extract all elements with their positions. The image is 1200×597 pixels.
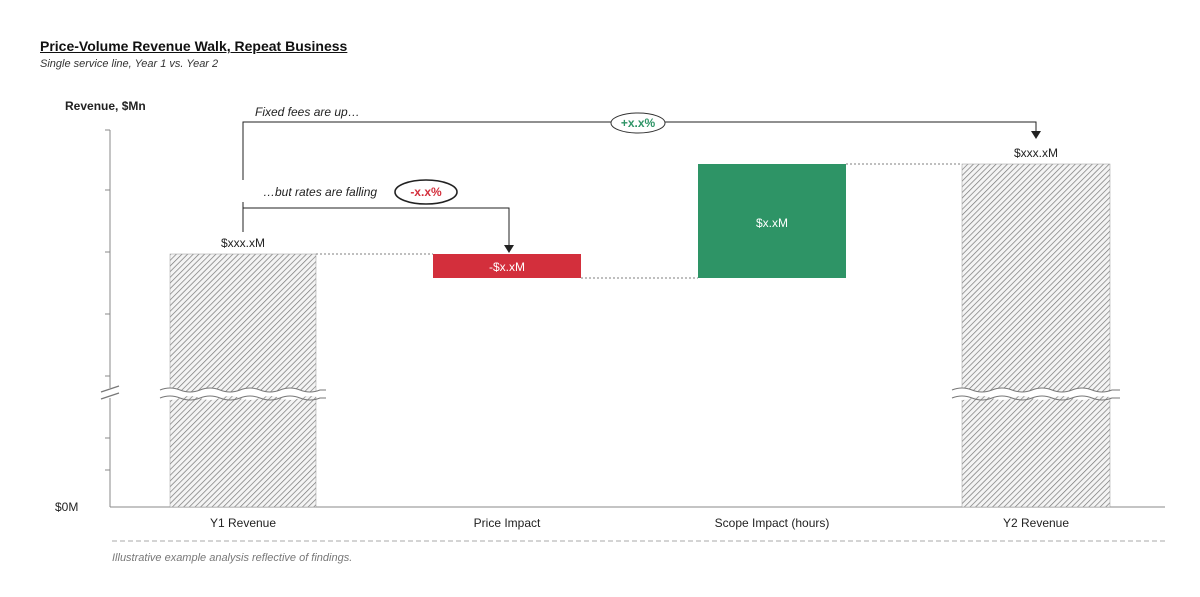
y-tick-label-zero: $0M — [55, 500, 78, 514]
annotation-rates-text-bg — [240, 180, 390, 202]
annotation-fixed-fees-bracket — [242, 121, 1041, 232]
chart-title: Price-Volume Revenue Walk, Repeat Busine… — [40, 38, 348, 54]
bar-connectors — [316, 163, 962, 279]
category-label-y1: Y1 Revenue — [210, 516, 276, 530]
value-label-y1: $xxx.xM — [221, 236, 265, 250]
badge-fixed-fees-outline — [610, 112, 666, 134]
category-label-price: Price Impact — [474, 516, 541, 530]
badge-rates-outline — [394, 179, 458, 205]
bar-break-y1 — [159, 387, 326, 401]
value-label-y2: $xxx.xM — [1014, 146, 1058, 160]
badge-rates: -x.x% — [410, 185, 442, 199]
category-label-y2: Y2 Revenue — [1003, 516, 1069, 530]
chart-subtitle: Single service line, Year 1 vs. Year 2 — [40, 58, 219, 70]
value-label-scope: $x.xM — [756, 216, 788, 230]
value-label-price: -$x.xM — [489, 260, 525, 274]
y-axis-label: Revenue, $Mn — [65, 99, 146, 113]
footnote: Illustrative example analysis reflective… — [112, 552, 353, 564]
annotation-rates-text: …but rates are falling — [263, 185, 377, 199]
annotation-rates-bracket — [243, 207, 514, 253]
badge-fixed-fees: +x.x% — [621, 116, 656, 130]
bar-break-y2 — [951, 387, 1120, 401]
bar-y1-revenue — [169, 253, 317, 508]
category-label-scope: Scope Impact (hours) — [715, 516, 830, 530]
bar-y2-revenue — [961, 163, 1111, 508]
annotation-fixed-fees-text: Fixed fees are up… — [255, 105, 360, 119]
bar-price-impact — [433, 254, 581, 278]
y-axis — [100, 129, 120, 507]
bar-scope-impact — [698, 164, 846, 278]
